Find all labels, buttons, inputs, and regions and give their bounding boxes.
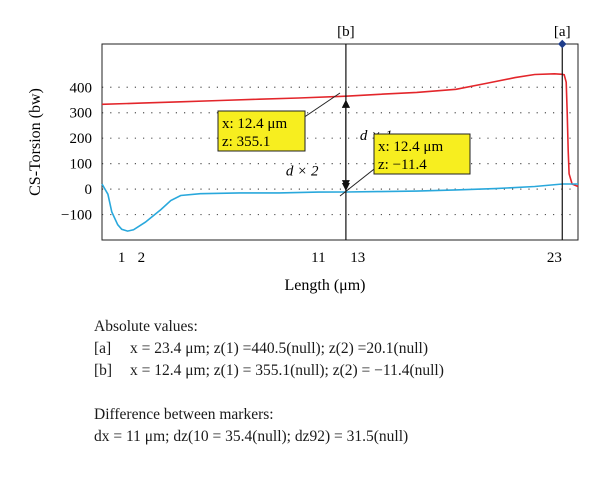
x-tick-label: 11 (311, 250, 325, 266)
y-tick-label: −100 (61, 208, 92, 224)
grid-lines (102, 86, 578, 216)
absolute-values-title: Absolute values: (94, 318, 198, 335)
x-tick-label: 13 (350, 250, 365, 266)
arrow-label-d2: d × 2 (286, 163, 319, 179)
difference-title: Difference between markers: (94, 406, 274, 423)
callout-box (373, 133, 471, 175)
arrowhead-icon (341, 182, 350, 191)
marker-label: [a] (554, 24, 571, 40)
callout-x-text: x: 12.4 μm (378, 139, 443, 155)
difference-text: dx = 11 μm; dz(10 = 35.4(null); dz92) = … (94, 428, 409, 445)
x-axis-ticks: 1 2 11 13 23 (118, 250, 562, 266)
y-tick-label: 400 (70, 80, 93, 96)
x-tick-label: 2 (138, 250, 146, 266)
callout-upper: x: 12.4 μm z: 355.1 (217, 92, 341, 152)
x-tick-label: 23 (547, 250, 562, 266)
callout-lower: x: 12.4 μm z: −11.4 (339, 133, 471, 197)
marker-tag: [b] (94, 362, 113, 379)
y-tick-label: 200 (70, 131, 93, 147)
callout-leader (339, 165, 379, 197)
arrowhead-icon (341, 99, 350, 108)
series-line-blue (101, 183, 578, 232)
absolute-row-a: [a] x = 23.4 μm; z(1) =440.5(null); z(2) … (94, 338, 444, 360)
series-line-red (101, 72, 579, 188)
callout-leader (299, 92, 341, 121)
x-tick-label: 1 (118, 250, 126, 266)
callout-z-text: z: 355.1 (222, 134, 270, 150)
y-tick-label: 0 (85, 182, 93, 198)
y-tick-label: 300 (70, 106, 93, 122)
marker-lines[interactable]: [a] [b] (337, 24, 571, 240)
callout-z-text: z: −11.4 (378, 157, 427, 173)
callout-box (217, 110, 306, 152)
absolute-row-b: [b] x = 12.4 μm; z(1) = 355.1(null); z(2)… (94, 360, 444, 382)
plot-frame (101, 43, 579, 241)
absolute-values-panel: Absolute values: [a] x = 23.4 μm; z(1) =4… (94, 316, 444, 382)
marker-handle-icon[interactable] (558, 39, 567, 49)
y-tick-label: 100 (70, 157, 93, 173)
marker-tag: [a] (94, 340, 112, 357)
x-axis-label: Length (μm) (285, 277, 366, 294)
y-axis-label: CS-Torsion (bw) (27, 88, 44, 196)
difference-panel: Difference between markers: dx = 11 μm; … (94, 404, 408, 448)
absolute-row-text: x = 12.4 μm; z(1) = 355.1(null); z(2) = … (130, 362, 444, 379)
callout-x-text: x: 12.4 μm (222, 116, 287, 132)
y-axis-ticks: 400 300 200 100 0 −100 (61, 80, 92, 223)
marker-label: [b] (337, 24, 355, 40)
absolute-row-text: x = 23.4 μm; z(1) =440.5(null); z(2) =20… (130, 340, 428, 357)
